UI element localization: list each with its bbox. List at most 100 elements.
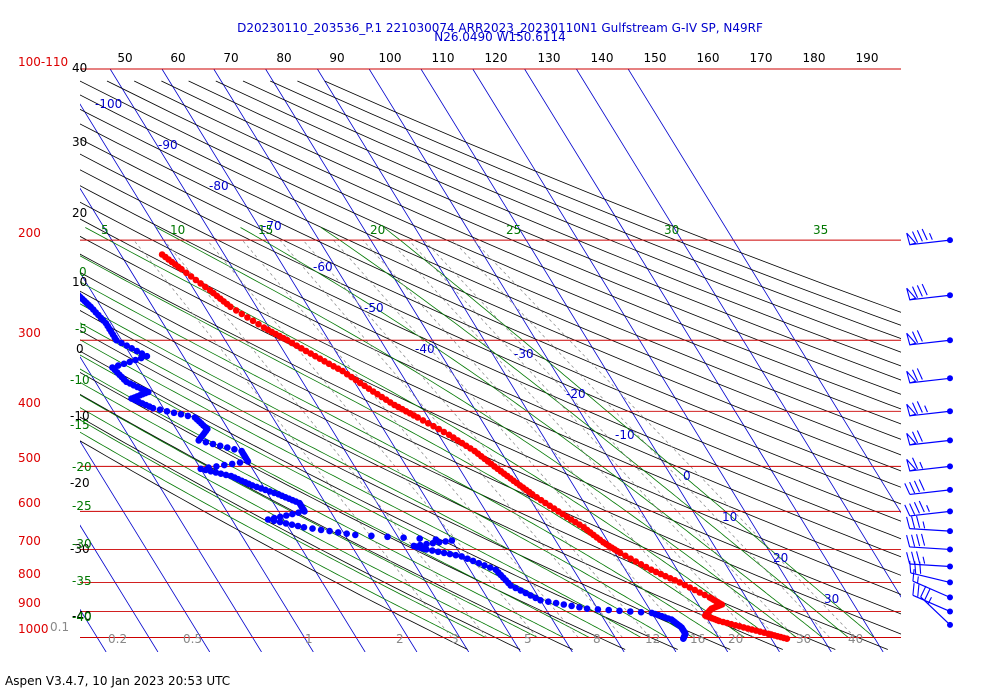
mixing-ratio-line [333, 239, 687, 638]
wind-barb-full [914, 561, 917, 574]
dry-adiabat-line [80, 253, 901, 635]
dewpoint-point [244, 458, 252, 465]
wind-barb-shaft [909, 563, 951, 568]
top-scale-label: 140 [591, 51, 614, 65]
dewpoint-point [264, 516, 272, 523]
wind-barb [912, 583, 951, 613]
moist-adiabat-line [80, 281, 720, 638]
dry-adiabat-line [80, 218, 901, 595]
wind-barb-full [904, 483, 911, 495]
dewpoint-point [207, 468, 215, 475]
wind-barb-pennant [906, 458, 917, 472]
moist-adiabat-label: -30 [72, 537, 92, 551]
dewpoint-point [532, 594, 539, 602]
wind-barb-shaft [909, 546, 951, 551]
dewpoint-point [435, 539, 443, 546]
temperature-point [202, 283, 209, 291]
dewpoint-point [605, 606, 612, 614]
dewpoint-point [616, 607, 623, 615]
isotherm-label: -90 [158, 138, 178, 152]
dry-adiabat-line [80, 153, 901, 522]
dewpoint-point [288, 521, 296, 528]
dewpoint-point [126, 358, 133, 366]
temperature-point [637, 561, 645, 568]
temperature-point [642, 563, 650, 571]
wind-barb-shaft [909, 294, 951, 301]
wind-barb-pennant [906, 432, 917, 446]
wind-barb-full [911, 231, 919, 243]
dewpoint-point [384, 533, 391, 541]
dewpoint-point [512, 584, 519, 592]
isotherm-line [213, 69, 573, 652]
dewpoint-point [522, 589, 529, 597]
isotherm-line [80, 271, 314, 652]
dewpoint-point [128, 345, 135, 352]
dry-adiabat-line [161, 80, 901, 395]
isotherm-line [0, 69, 3, 652]
mixing-ratio-label: 20 [728, 632, 743, 646]
dry-adiabat-line [80, 350, 678, 650]
wind-barb [906, 551, 951, 568]
wind-barb [906, 457, 951, 472]
mixing-ratio-line [206, 239, 538, 638]
wind-barb [906, 368, 951, 384]
dewpoint-point [334, 529, 342, 536]
wind-barb-shaft [909, 465, 951, 472]
dewpoint-point [301, 508, 308, 515]
wind-barb-shaft [912, 594, 951, 613]
left-scale-label: 40 [72, 61, 87, 75]
isotherm-line [317, 69, 677, 652]
dewpoint-point [137, 354, 145, 362]
wind-barb-full [911, 551, 916, 564]
dewpoint-point [680, 635, 687, 642]
dewpoint-point [429, 539, 437, 547]
dewpoint-point [163, 408, 171, 415]
moist-adiabat-line [80, 322, 668, 638]
mixing-ratio-line [408, 239, 777, 638]
dry-adiabat-line [215, 80, 901, 367]
temperature-point [192, 276, 200, 284]
dewpoint-point [442, 538, 449, 545]
dewpoint-point [276, 513, 284, 521]
isotherm-line [80, 440, 211, 652]
wind-barb-full [920, 585, 927, 598]
isotherm-label: -30 [514, 347, 534, 361]
dry-adiabat-line [80, 185, 901, 558]
isotherm-line [109, 69, 470, 652]
isotherm-label: -70 [262, 219, 282, 233]
wind-barb [912, 569, 951, 598]
wind-barb-full [911, 331, 919, 343]
wind-barb-full [916, 368, 923, 380]
wind-barb [906, 401, 951, 417]
dewpoint-point [228, 460, 236, 468]
temperature-point [244, 314, 251, 321]
dewpoint-point [216, 442, 224, 450]
isobar-lines [80, 68, 901, 638]
wind-barb-pennant [906, 370, 917, 384]
temperature-point [424, 420, 432, 427]
dry-adiabat-line [80, 330, 731, 650]
dewpoint-point [113, 336, 120, 344]
isotherm-line [80, 524, 159, 652]
dewpoint-point [537, 597, 544, 604]
top-scale-label: 70 [223, 51, 238, 65]
isotherm-label: -20 [566, 387, 586, 401]
wind-barb-half [919, 461, 924, 469]
left-scale-label: 20 [72, 206, 87, 220]
moist-adiabat-line [80, 419, 486, 638]
temperature-point [414, 414, 422, 421]
dewpoint-point [224, 444, 231, 451]
mixing-ratio-label: 5 [524, 632, 532, 646]
mixing-ratio-line [472, 239, 856, 638]
isotherm-line [576, 69, 901, 598]
moist-adiabat-line [80, 368, 590, 638]
mixing-ratio-label: 8 [593, 632, 601, 646]
wind-barb [906, 283, 951, 301]
wind-barb-full [921, 228, 928, 241]
temperature-point [627, 555, 634, 562]
isotherm-label: -60 [313, 260, 333, 274]
pressure-label: 700 [18, 534, 41, 548]
dewpoint-point [475, 559, 483, 567]
dewpoint-point [177, 411, 185, 418]
isotherm-label: 0 [683, 469, 691, 483]
